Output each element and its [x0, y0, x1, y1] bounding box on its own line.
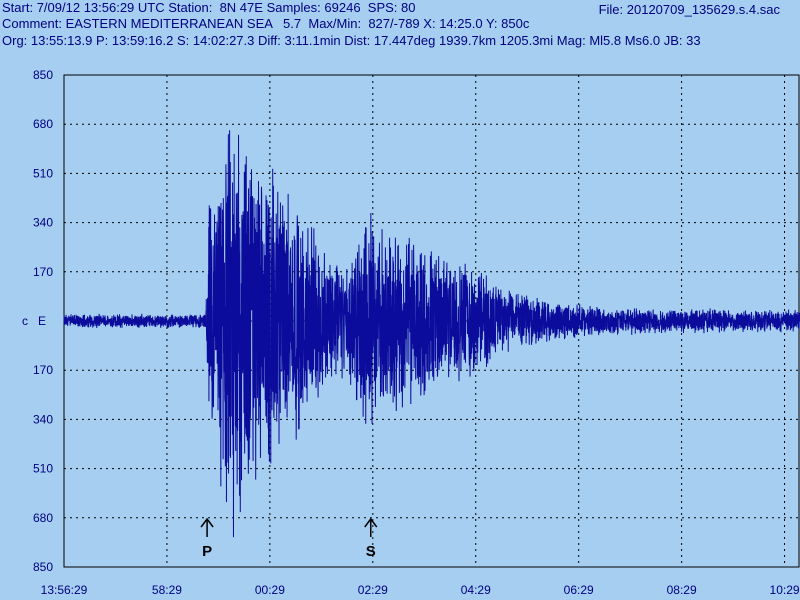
phase-marker-p: P	[200, 517, 214, 560]
x-label: X:	[423, 16, 436, 31]
y-tick-label: 680	[33, 117, 53, 131]
mag-value: Ml5.8 Ms6.0	[589, 33, 661, 48]
header-line-comment: Comment: EASTERN MEDITERRANEAN SEA 5.7 M…	[2, 16, 529, 32]
org-label: Org:	[2, 33, 28, 48]
header-line-start: Start: 7/09/12 13:56:29 UTC Station: 8N …	[2, 0, 416, 16]
station-label: Station:	[168, 0, 213, 15]
y-label: Y:	[485, 16, 498, 31]
y-tick-label: 850	[33, 68, 53, 82]
maxmin-value: 827/-789	[368, 16, 420, 31]
x-tick-label: 10:29	[770, 583, 800, 597]
marker-arrow-head	[200, 517, 214, 528]
start-value: 7/09/12 13:56:29 UTC	[36, 0, 165, 15]
header-line-origin: Org: 13:55:13.9 P: 13:59:16.2 S: 14:02:2…	[2, 33, 701, 49]
marker-label: P	[202, 543, 212, 560]
marker-arrow-head	[364, 517, 378, 528]
x-tick-labels: 13:56:29 58:29 00:29 02:29 04:29 06:29 08:29 10…	[41, 583, 800, 597]
file-info: File: 20120709_135629.s.4.sac	[599, 2, 780, 18]
jb-value: 33	[686, 33, 701, 48]
comment-value: EASTERN MEDITERRANEAN SEA	[65, 16, 273, 31]
diff-value: 3:11.1min	[284, 33, 341, 48]
x-tick-label: 06:29	[564, 583, 594, 597]
seismic-trace	[63, 130, 800, 538]
phase-marker-s: S	[364, 517, 378, 560]
sps-value: 80	[401, 0, 416, 15]
x-tick-label: 00:29	[255, 583, 285, 597]
marker-label: S	[366, 543, 376, 560]
samples-label: Samples:	[266, 0, 321, 15]
x-tick-label: 02:29	[358, 583, 388, 597]
dist-label: Dist:	[344, 33, 371, 48]
start-label: Start:	[2, 0, 34, 15]
maxmin-label: Max/Min:	[308, 16, 362, 31]
s-value: 14:02:27.3	[192, 33, 255, 48]
x-tick-label: 58:29	[152, 583, 182, 597]
y-tick-label: 510	[33, 462, 53, 476]
x-tick-label: 08:29	[667, 583, 697, 597]
file-value: 20120709_135629.s.4.sac	[626, 2, 780, 17]
samples-value: 69246	[324, 0, 361, 15]
y-tick-label: 340	[33, 412, 53, 426]
x-tick-label: 13:56:29	[41, 583, 88, 597]
s-label: S:	[177, 33, 190, 48]
y-tick-label: 170	[33, 265, 53, 279]
diff-label: Diff:	[258, 33, 281, 48]
sps-label: SPS:	[367, 0, 398, 15]
file-label: File:	[598, 2, 624, 17]
p-value: 13:59:16.2	[111, 33, 174, 48]
dist-value: 17.447deg 1939.7km 1205.3mi	[373, 33, 554, 48]
y-tick-label: 850	[33, 560, 53, 574]
org-value: 13:55:13.9	[30, 33, 93, 48]
comment-label: Comment:	[2, 16, 62, 31]
mag-label: Mag:	[556, 33, 586, 48]
station-value: 8N 47E	[219, 0, 263, 15]
x-value: 14:25.0	[439, 16, 483, 31]
x-tick-label: 04:29	[461, 583, 491, 597]
comment-mag: 5.7	[283, 16, 302, 31]
y-tick-label: 510	[33, 166, 53, 180]
y-tick-labels: 850 680 510 340 170 c E 170 340 510 680 850	[22, 68, 53, 574]
y-tick-label: 340	[33, 216, 53, 230]
y-tick-label: 680	[33, 511, 53, 525]
p-label: P:	[96, 33, 109, 48]
y-value: 850c	[501, 16, 530, 31]
jb-label: JB:	[663, 33, 683, 48]
y-tick-label: 170	[33, 363, 53, 377]
channel-label: c E	[22, 314, 46, 328]
